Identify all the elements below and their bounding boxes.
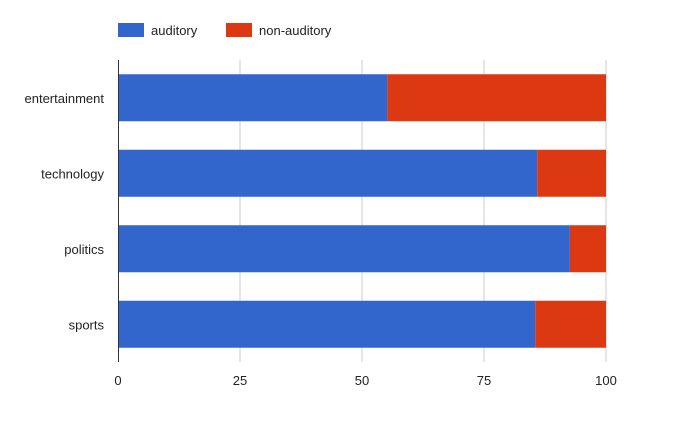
bar-politics-auditory <box>118 225 570 273</box>
x-tick-label-25: 25 <box>233 373 247 388</box>
legend-label-auditory: auditory <box>151 23 198 38</box>
x-tick-label-100: 100 <box>595 373 617 388</box>
bar-sports-non-auditory <box>535 300 606 348</box>
x-tick-label-75: 75 <box>477 373 491 388</box>
bar-entertainment-non-auditory <box>387 74 606 122</box>
legend-swatch-non-auditory <box>226 23 252 37</box>
bar-sports-auditory <box>118 300 536 348</box>
legend-label-non-auditory: non-auditory <box>259 23 332 38</box>
y-tick-label-entertainment: entertainment <box>25 91 105 106</box>
bar-entertainment-auditory <box>118 74 388 122</box>
bars <box>118 74 606 348</box>
x-tick-label-50: 50 <box>355 373 369 388</box>
legend-swatch-auditory <box>118 23 144 37</box>
legend: auditory non-auditory <box>118 23 332 38</box>
bar-technology-auditory <box>118 149 538 197</box>
axes: 0 25 50 75 100 entertainment technology politic… <box>25 60 617 388</box>
x-tick-label-0: 0 <box>114 373 121 388</box>
y-tick-label-sports: sports <box>69 317 105 332</box>
bar-technology-non-auditory <box>537 149 606 197</box>
bar-politics-non-auditory <box>569 225 606 273</box>
y-tick-label-technology: technology <box>41 166 104 181</box>
y-tick-label-politics: politics <box>64 242 104 257</box>
